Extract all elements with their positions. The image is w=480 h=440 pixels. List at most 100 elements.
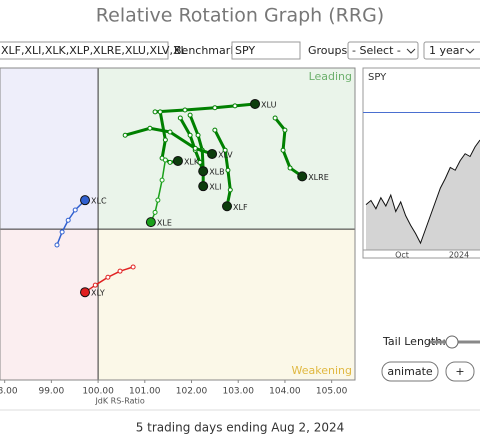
- groups-text: - Select -: [352, 44, 401, 57]
- head-point: [145, 217, 156, 228]
- price-line: [365, 139, 480, 245]
- series-label: XLK: [184, 157, 200, 166]
- x-tick-label: 105.00: [316, 387, 348, 397]
- tail-point: [72, 207, 78, 213]
- head-point: [198, 166, 209, 177]
- head-point: [80, 195, 91, 206]
- dropdown-arrow: [406, 48, 416, 54]
- tail-point: [232, 103, 238, 109]
- page-title: Relative Rotation Graph (RRG): [96, 5, 384, 27]
- head-point: [297, 171, 308, 182]
- tail-point: [162, 157, 168, 163]
- animate-button[interactable]: [381, 361, 439, 382]
- tail-length-label: Tail Length:: [382, 335, 446, 348]
- series-label: XLC: [91, 197, 107, 206]
- series-label: XLRE: [308, 173, 329, 182]
- slider-knob[interactable]: [445, 335, 459, 349]
- tail-point: [152, 209, 158, 215]
- tail-point: [187, 112, 193, 118]
- head-point: [80, 287, 91, 298]
- tail-point: [177, 115, 183, 121]
- benchmark-label: Benchmark:: [174, 44, 240, 57]
- tail-point: [162, 137, 168, 143]
- tail-point: [222, 147, 228, 153]
- rrg-chart: Leading Weakening 98.00 99.00 100.00 101.00 10…: [0, 67, 356, 406]
- tail-point: [147, 125, 153, 131]
- mini-x-label: 2024: [449, 251, 469, 260]
- animate-text: animate: [387, 365, 433, 378]
- tail-point: [65, 217, 71, 223]
- tail-point: [157, 109, 163, 115]
- symbols-input[interactable]: [0, 41, 169, 60]
- period-select[interactable]: [423, 41, 480, 60]
- x-tick-label: 98.00: [0, 387, 18, 397]
- tail-point: [187, 132, 193, 138]
- plus-text: +: [455, 365, 464, 378]
- series-label: XLV: [218, 150, 233, 159]
- tail-point: [212, 105, 218, 111]
- mini-title: SPY: [368, 72, 387, 83]
- tail-point: [227, 187, 233, 193]
- tail-point: [92, 282, 98, 288]
- benchmark-text: SPY: [235, 44, 255, 57]
- quadrant-weakening: [98, 229, 355, 380]
- tail-point: [287, 165, 293, 171]
- tail-point: [192, 145, 198, 151]
- x-tick-label: 103.00: [222, 387, 254, 397]
- quadrant-lagging: [0, 229, 99, 380]
- x-tick-label: 101.00: [129, 387, 161, 397]
- plus-button[interactable]: [445, 361, 475, 382]
- tail-point: [167, 129, 173, 135]
- tail-point: [225, 167, 231, 173]
- tail-point: [167, 159, 173, 165]
- tail-point: [182, 107, 188, 113]
- quadrant-label: Weakening: [292, 364, 352, 377]
- head-point: [172, 155, 183, 166]
- mini-x-label: Oct: [395, 251, 409, 260]
- series-label: XLI: [209, 183, 221, 192]
- benchmark-chart: SPY Oct 2024: [362, 67, 480, 260]
- symbols-text: XLF,XLI,XLK,XLP,XLRE,XLU,XLV,XL: [1, 44, 187, 57]
- tail-point: [272, 115, 278, 121]
- groups-label: Groups:: [308, 44, 351, 57]
- plot-border: [0, 67, 356, 381]
- series-label: XLF: [233, 203, 248, 212]
- head-point: [250, 98, 261, 109]
- quadrant-label: Leading: [309, 70, 352, 83]
- groups-select[interactable]: [347, 41, 419, 60]
- x-tick-label: 99.00: [38, 387, 64, 397]
- dropdown-arrow: [465, 48, 475, 54]
- x-tick-label: 100.00: [82, 387, 114, 397]
- period-text: 1 year: [429, 44, 465, 57]
- tail-point: [282, 127, 288, 133]
- tail-point: [54, 242, 60, 248]
- tail-point: [130, 264, 136, 270]
- tail-point: [117, 268, 123, 274]
- x-tick-label: 104.00: [269, 387, 301, 397]
- tail-point: [212, 127, 218, 133]
- x-axis-label: JdK RS-Ratio: [94, 397, 144, 406]
- head-point: [207, 148, 218, 159]
- footer-text: 5 trading days ending Aug 2, 2024: [136, 421, 345, 435]
- series-label: XLE: [157, 219, 172, 228]
- series-label: XLU: [261, 100, 277, 109]
- tail-point: [195, 132, 201, 138]
- x-tick-label: 102.00: [176, 387, 208, 397]
- head-point: [222, 201, 233, 212]
- tail-point: [122, 132, 128, 138]
- tail-point: [152, 109, 158, 115]
- series-label: XLY: [91, 289, 105, 298]
- tail-point: [280, 147, 286, 153]
- tail-point: [197, 159, 203, 165]
- tail-point: [159, 177, 165, 183]
- quadrant-improving: [0, 68, 99, 230]
- benchmark-input[interactable]: [231, 41, 301, 60]
- tail-point: [59, 229, 65, 235]
- series-label: XLB: [209, 168, 224, 177]
- head-point: [198, 181, 209, 192]
- tail-point: [155, 197, 161, 203]
- tail-point: [105, 274, 111, 280]
- price-area-fill: [366, 140, 480, 250]
